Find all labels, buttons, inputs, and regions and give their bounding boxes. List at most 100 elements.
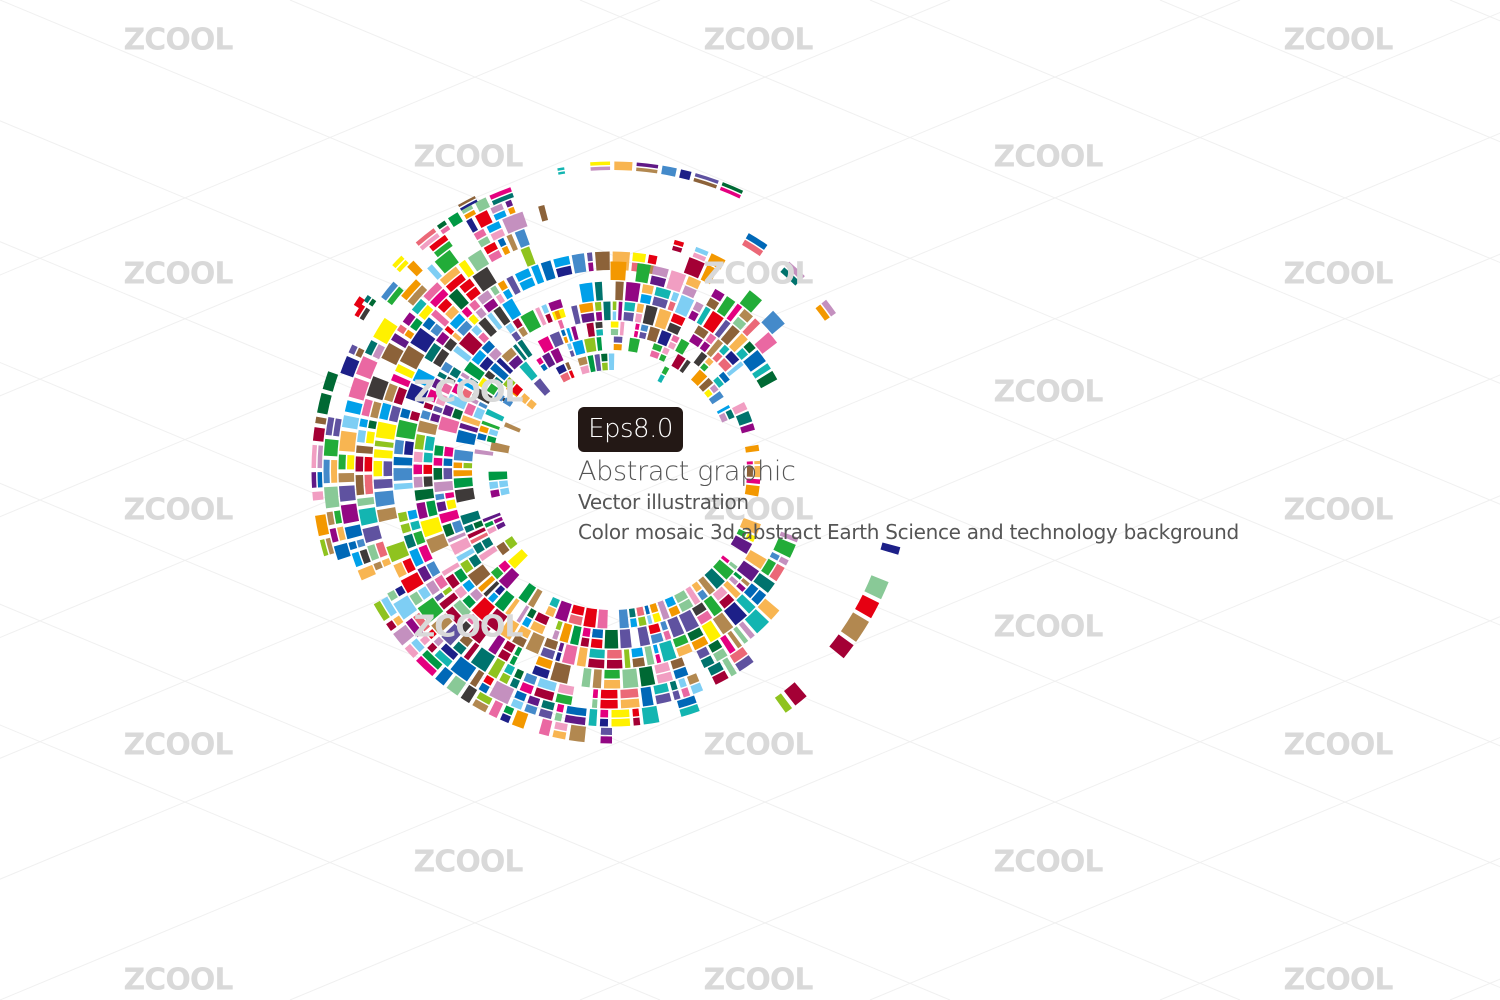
mosaic-tile bbox=[447, 212, 463, 228]
mosaic-tile bbox=[681, 687, 691, 698]
mosaic-tile bbox=[628, 608, 636, 618]
mosaic-tile bbox=[607, 649, 622, 659]
mosaic-tile bbox=[657, 600, 670, 620]
mosaic-tile bbox=[509, 677, 521, 689]
mosaic-tile bbox=[409, 548, 424, 567]
mosaic-tile bbox=[459, 422, 479, 433]
mosaic-tile bbox=[483, 674, 495, 686]
mosaic-tile bbox=[555, 652, 562, 662]
mosaic-tile bbox=[729, 647, 748, 663]
watermark-line bbox=[869, 736, 1500, 1000]
mosaic-tile bbox=[719, 344, 730, 356]
mosaic-tile bbox=[650, 275, 667, 288]
mosaic-tile bbox=[420, 516, 443, 538]
watermark-line bbox=[1449, 0, 1500, 22]
mosaic-tile bbox=[552, 630, 560, 640]
mosaic-tile bbox=[648, 623, 661, 635]
title-text: Abstract graphic bbox=[578, 456, 796, 487]
mosaic-tile bbox=[694, 173, 719, 184]
mosaic-tile bbox=[636, 162, 659, 169]
mosaic-tile bbox=[357, 564, 376, 581]
mosaic-tile bbox=[672, 690, 681, 701]
mosaic-tile bbox=[586, 252, 593, 262]
mosaic-tile bbox=[588, 262, 594, 272]
mosaic-tile bbox=[588, 708, 598, 727]
mosaic-tile bbox=[486, 525, 497, 535]
mosaic-tile bbox=[554, 310, 562, 320]
watermark: ZCOOL bbox=[413, 844, 524, 880]
mosaic-tile bbox=[381, 342, 404, 366]
mosaic-tile bbox=[437, 371, 447, 380]
mosaic-tile bbox=[459, 278, 475, 294]
mosaic-tile bbox=[422, 317, 436, 331]
mosaic-tile bbox=[431, 378, 444, 391]
mosaic-tile bbox=[693, 351, 708, 367]
mosaic-tile bbox=[590, 638, 603, 649]
mosaic-tile bbox=[426, 629, 437, 640]
mosaic-tile bbox=[500, 487, 510, 496]
mosaic-tile bbox=[596, 329, 604, 336]
mosaic-tile bbox=[373, 600, 390, 622]
mosaic-tile bbox=[407, 260, 423, 277]
mosaic-tile bbox=[451, 520, 464, 534]
mosaic-tile bbox=[372, 344, 385, 360]
mosaic-tile bbox=[733, 626, 749, 644]
mosaic-tile bbox=[373, 317, 398, 345]
mosaic-tile bbox=[661, 165, 677, 177]
mosaic-tile bbox=[840, 612, 870, 642]
mosaic-tile bbox=[445, 305, 460, 320]
mosaic-tile bbox=[469, 669, 485, 688]
mosaic-tile bbox=[446, 499, 457, 510]
mosaic-tile bbox=[563, 336, 569, 344]
mosaic-tile bbox=[461, 306, 473, 318]
mosaic-tile bbox=[412, 612, 431, 632]
mosaic-tile bbox=[592, 689, 599, 699]
mosaic-tile bbox=[400, 523, 412, 534]
mosaic-tile bbox=[706, 297, 720, 311]
mosaic-tile bbox=[620, 688, 639, 699]
mosaic-tile bbox=[366, 376, 389, 401]
mosaic-tile bbox=[558, 642, 565, 652]
mosaic-tile bbox=[407, 285, 428, 306]
mosaic-tile bbox=[473, 520, 484, 529]
mosaic-tile bbox=[640, 293, 652, 305]
mosaic-tile bbox=[436, 220, 447, 230]
mosaic-tile bbox=[482, 512, 501, 523]
mosaic-tile bbox=[405, 383, 429, 405]
mosaic-tile bbox=[735, 655, 754, 672]
mosaic-tile bbox=[426, 389, 439, 403]
watermark-line bbox=[0, 0, 1241, 518]
mosaic-tile bbox=[469, 377, 479, 386]
mosaic-tile bbox=[460, 510, 481, 525]
mosaic-tile bbox=[435, 393, 448, 407]
mosaic-tile bbox=[537, 336, 554, 354]
mosaic-tile bbox=[649, 350, 660, 359]
mosaic-tile bbox=[470, 647, 496, 672]
watermark: ZCOOL bbox=[123, 256, 234, 292]
mosaic-tile bbox=[538, 718, 553, 737]
mosaic-tile bbox=[785, 261, 805, 281]
mosaic-tile bbox=[411, 298, 427, 315]
mosaic-tile bbox=[490, 285, 500, 296]
mosaic-tile bbox=[453, 470, 473, 477]
mosaic-tile bbox=[586, 322, 595, 338]
mosaic-tile bbox=[355, 356, 378, 380]
mosaic-tile bbox=[387, 589, 398, 601]
mosaic-tile bbox=[560, 329, 567, 337]
mosaic-tile bbox=[679, 169, 692, 181]
mosaic-tile bbox=[490, 566, 504, 580]
mosaic-tile bbox=[576, 647, 588, 667]
mosaic-tile bbox=[739, 308, 754, 323]
mosaic-tile bbox=[472, 266, 497, 292]
mosaic-tile bbox=[610, 261, 627, 281]
mosaic-tile bbox=[613, 344, 622, 351]
mosaic-tile bbox=[312, 491, 324, 501]
mosaic-tile bbox=[449, 367, 462, 379]
mosaic-tile bbox=[356, 538, 366, 548]
mosaic-tile bbox=[600, 699, 618, 709]
mosaic-tile bbox=[746, 466, 753, 477]
mosaic-tile bbox=[357, 497, 375, 507]
mosaic-tile bbox=[481, 420, 500, 430]
mosaic-tile bbox=[517, 625, 532, 639]
mosaic-tile bbox=[433, 481, 454, 493]
